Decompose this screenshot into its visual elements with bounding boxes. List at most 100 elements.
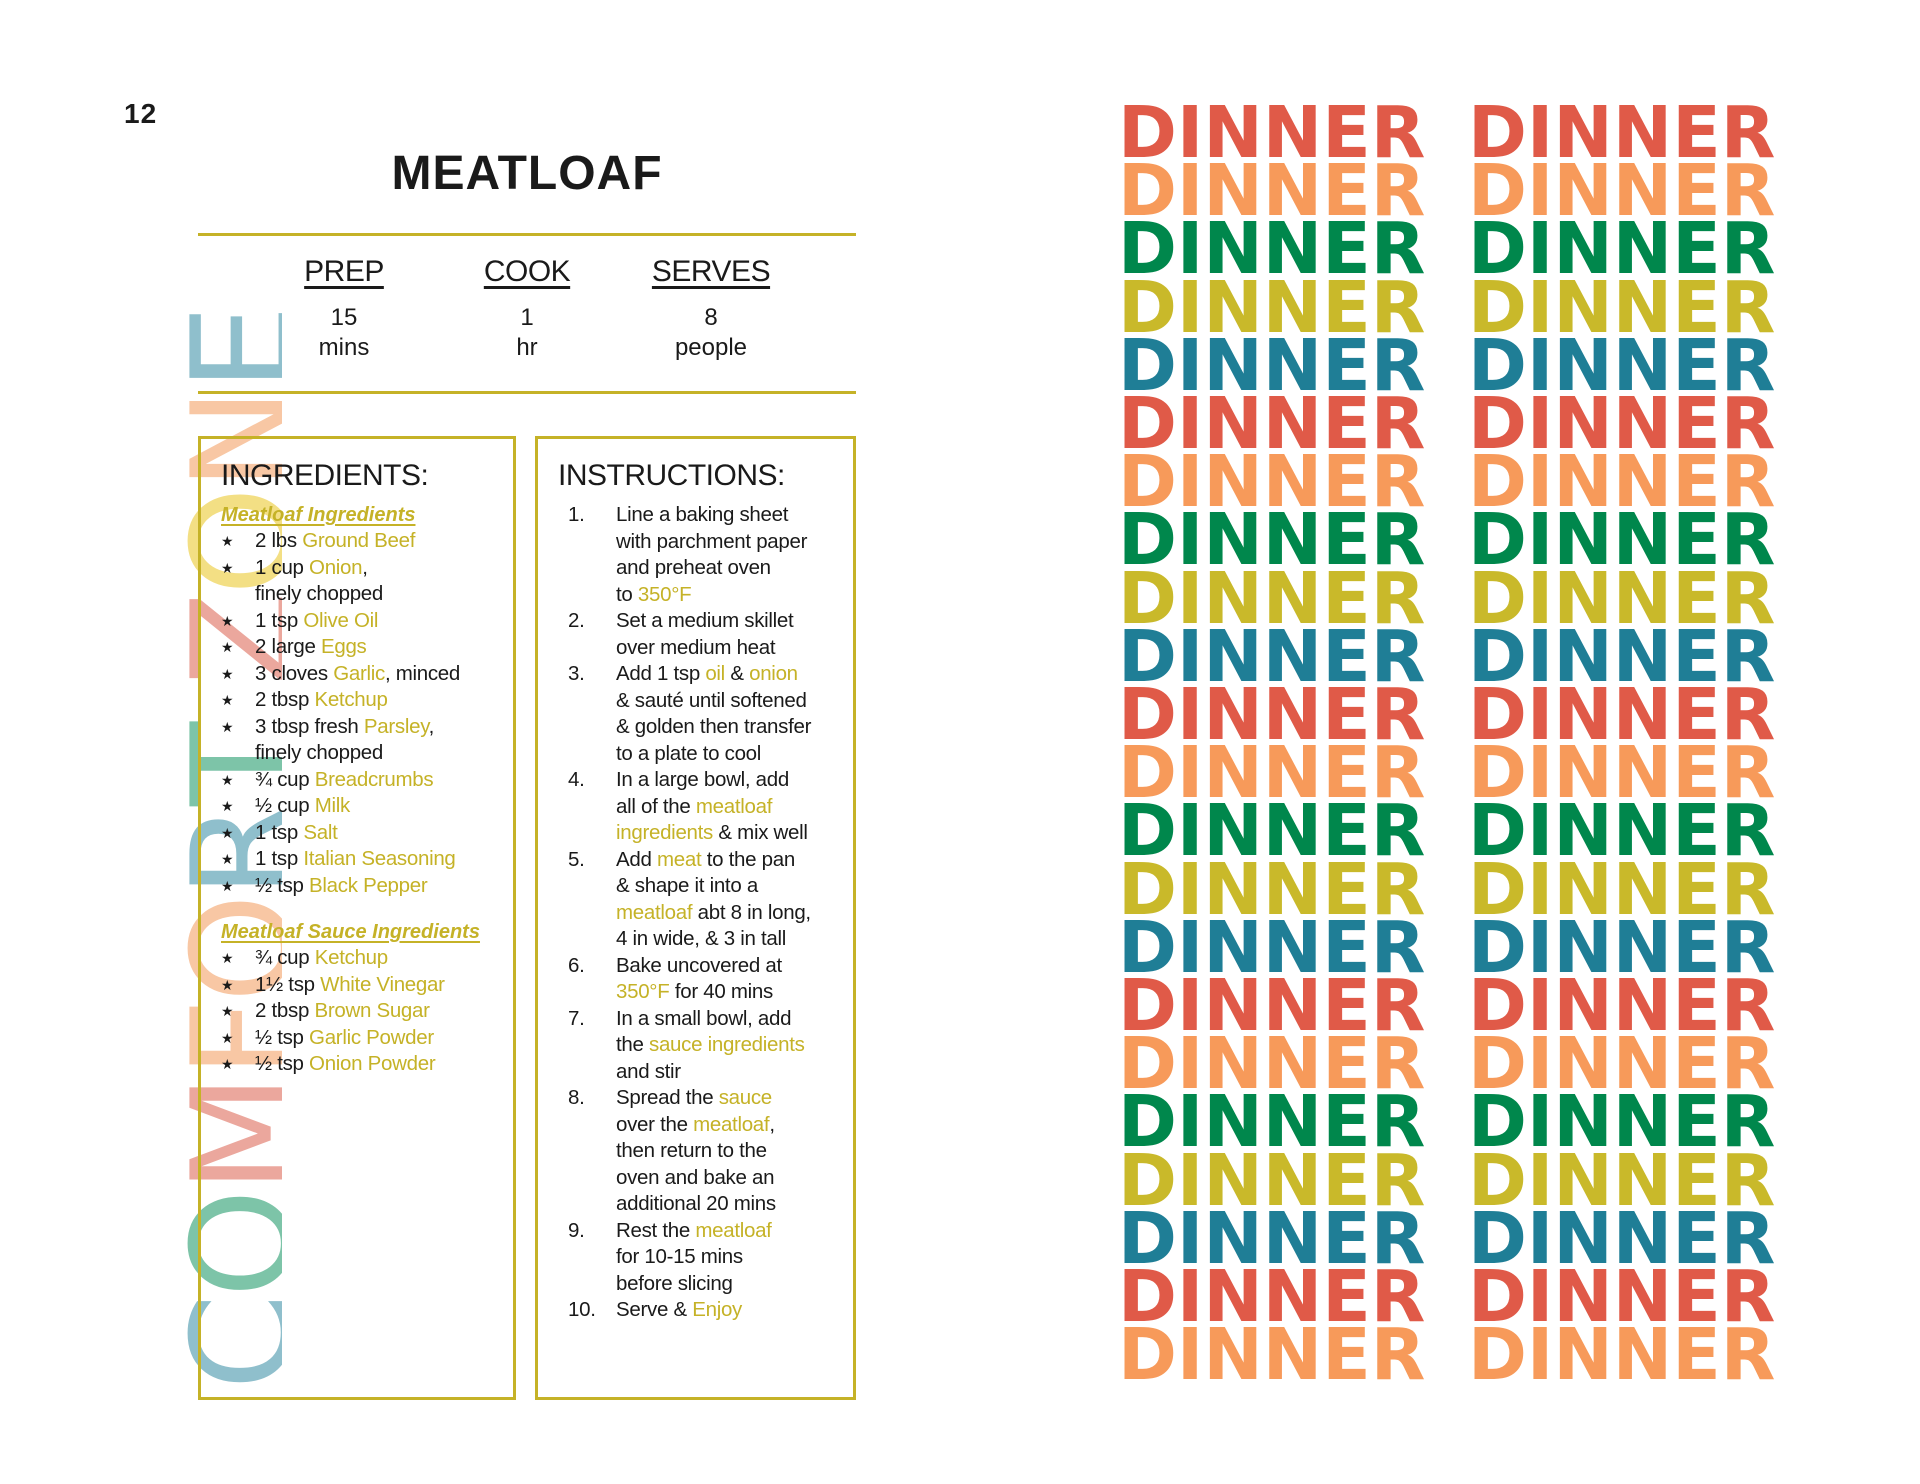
dinner-word: DINNER bbox=[1468, 614, 1776, 698]
text: In a small bowl, add bbox=[616, 1006, 792, 1030]
ingredient-item: ★ 3 cloves Garlic, minced bbox=[221, 661, 503, 688]
star-bullet-icon: ★ bbox=[221, 1003, 234, 1019]
step-line: & sauté until softened bbox=[616, 688, 847, 715]
text: ¾ cup bbox=[255, 946, 315, 969]
dinner-word: DINNER bbox=[1468, 673, 1776, 756]
step-number: 9. bbox=[568, 1218, 585, 1242]
text: & shape it into a bbox=[616, 874, 758, 897]
ingredient-line: 1 tsp Salt bbox=[255, 820, 503, 847]
ingredients-heading: INGREDIENTS: bbox=[221, 459, 429, 492]
ingredient-line: 3 tbsp fresh Parsley, bbox=[255, 714, 503, 741]
ingredient-line: ½ cup Milk bbox=[255, 793, 503, 820]
text: 1 tsp bbox=[255, 820, 304, 844]
text: over medium heat bbox=[616, 635, 776, 659]
text: 1 tsp bbox=[255, 847, 304, 870]
stat-serves: SERVES 8 people bbox=[611, 255, 811, 363]
step-line: before slicing bbox=[616, 1271, 847, 1298]
stat-value: 8 people bbox=[611, 303, 811, 363]
stat-unit: hr bbox=[516, 334, 538, 361]
ingredient-item: ★ 2 large Eggs bbox=[221, 634, 503, 661]
ingredient-item: ★ ½ tsp Garlic Powder bbox=[221, 1025, 503, 1052]
star-bullet-icon: ★ bbox=[221, 665, 234, 682]
dinner-word: DINNER bbox=[1118, 265, 1426, 349]
step-line: then return to the bbox=[616, 1138, 847, 1165]
text: ½ tsp bbox=[255, 873, 310, 897]
text: for 10-15 mins bbox=[616, 1245, 743, 1268]
step-line: and stir bbox=[616, 1059, 847, 1086]
text: , bbox=[769, 1112, 775, 1136]
ingredient-item: ★ 1 tsp Olive Oil bbox=[221, 608, 503, 635]
step-line: and preheat oven bbox=[616, 555, 847, 582]
highlighted-text: Milk bbox=[314, 794, 351, 817]
step-number: 7. bbox=[568, 1006, 585, 1030]
instruction-step: 4. In a large bowl, add all of the meatloa… bbox=[568, 767, 847, 847]
step-line: Bake uncovered at bbox=[616, 953, 847, 980]
text: Bake uncovered at bbox=[616, 953, 782, 977]
star-bullet-icon: ★ bbox=[221, 692, 234, 708]
stat-value: 15 mins bbox=[244, 303, 444, 363]
step-line: & shape it into a bbox=[616, 873, 847, 900]
ingredient-item: ★ 2 tbsp Ketchup bbox=[221, 687, 503, 714]
dinner-word: DINNER bbox=[1118, 498, 1426, 582]
text: Line a baking sheet bbox=[616, 503, 789, 526]
step-line: all of the meatloaf bbox=[616, 794, 847, 821]
text: 1 cup bbox=[255, 555, 310, 579]
dinner-word: DINNER bbox=[1468, 149, 1776, 233]
dinner-word: DINNER bbox=[1468, 1080, 1776, 1164]
dinner-word: DINNER bbox=[1118, 673, 1426, 756]
dinner-word: DINNER bbox=[1118, 789, 1426, 873]
instruction-step: 1. Line a baking sheet with parchment pape… bbox=[568, 502, 847, 608]
step-line: In a small bowl, add bbox=[616, 1006, 847, 1033]
ingredient-line: finely chopped bbox=[255, 581, 503, 608]
dinner-word: DINNER bbox=[1468, 789, 1776, 873]
text: In a large bowl, add bbox=[616, 768, 789, 791]
highlighted-text: Garlic bbox=[333, 661, 385, 685]
star-bullet-icon: ★ bbox=[221, 718, 234, 735]
step-line: Line a baking sheet bbox=[616, 502, 847, 529]
step-number: 2. bbox=[568, 609, 585, 632]
dinner-word: DINNER bbox=[1118, 91, 1426, 174]
ingredient-items: ★ 2 lbs Ground Beef ★ 1 cup Onion, finely ch… bbox=[221, 528, 503, 899]
highlighted-text: 350°F bbox=[616, 980, 670, 1003]
ingredient-item: ★ ½ tsp Onion Powder bbox=[221, 1051, 503, 1078]
instruction-step: 7. In a small bowl, add the sauce ingredie… bbox=[568, 1006, 847, 1086]
dinner-word: DINNER bbox=[1468, 1255, 1776, 1338]
ingredient-item: ★ 1½ tsp White Vinegar bbox=[221, 972, 503, 999]
ingredient-line: 2 lbs Ground Beef bbox=[255, 528, 503, 555]
star-bullet-icon: ★ bbox=[221, 824, 234, 841]
ingredient-section-title: Meatloaf Sauce Ingredients bbox=[221, 921, 480, 943]
text: & sauté until softened bbox=[616, 688, 807, 712]
dinner-word: DINNER bbox=[1118, 556, 1426, 640]
stat-unit: people bbox=[674, 334, 748, 361]
instructions-heading: INSTRUCTIONS: bbox=[558, 459, 785, 492]
instruction-step: 5. Add meat to the pan & shape it into a me… bbox=[568, 847, 847, 953]
dinner-word: DINNER bbox=[1468, 1313, 1776, 1397]
text: 2 large bbox=[255, 635, 321, 658]
ingredient-item: ★ ½ cup Milk bbox=[221, 793, 503, 820]
highlighted-text: meat bbox=[656, 847, 702, 871]
highlighted-text: Onion bbox=[309, 555, 363, 579]
ingredient-item: ★ 1 tsp Italian Seasoning bbox=[221, 846, 503, 873]
star-bullet-icon: ★ bbox=[221, 639, 234, 655]
text: ¾ cup bbox=[255, 767, 315, 791]
ingredients-list: Meatloaf Ingredients ★ 2 lbs Ground Beef ★ 1… bbox=[221, 502, 503, 1078]
step-number: 6. bbox=[568, 953, 585, 977]
star-bullet-icon: ★ bbox=[221, 771, 234, 788]
dinner-word: DINNER bbox=[1118, 323, 1426, 407]
dinner-word: DINNER bbox=[1118, 1080, 1426, 1164]
step-number: 4. bbox=[568, 768, 585, 791]
text: 2 tbsp bbox=[255, 688, 315, 711]
dinner-word: DINNER bbox=[1118, 1196, 1426, 1280]
ingredient-line: 2 tbsp Brown Sugar bbox=[255, 998, 503, 1025]
dinner-word: DINNER bbox=[1468, 1196, 1776, 1280]
dinner-word: DINNER bbox=[1118, 1022, 1426, 1106]
ingredient-line: 1 tsp Italian Seasoning bbox=[255, 846, 503, 873]
highlighted-text: oil bbox=[705, 662, 725, 685]
text: and stir bbox=[616, 1059, 681, 1083]
text: , bbox=[428, 714, 435, 738]
stat-prep: PREP 15 mins bbox=[244, 255, 444, 363]
instruction-step: 6. Bake uncovered at 350°F for 40 mins bbox=[568, 953, 847, 1006]
step-line: Serve & Enjoy bbox=[616, 1297, 847, 1324]
ingredient-item: ★ 3 tbsp fresh Parsley, finely chopped bbox=[221, 714, 503, 767]
step-line: Spread the sauce bbox=[616, 1085, 847, 1112]
